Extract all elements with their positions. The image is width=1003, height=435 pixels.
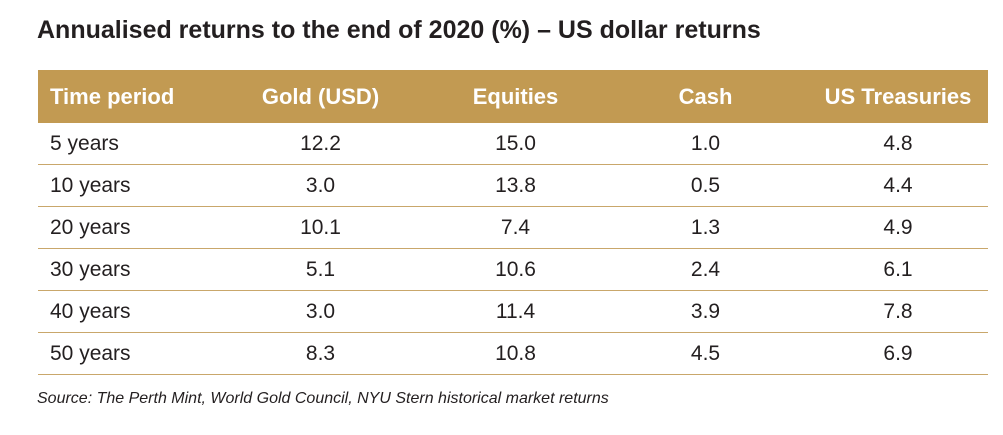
cell-gold: 12.2 (213, 123, 428, 165)
cell-time-period: 5 years (38, 123, 213, 165)
cell-equities: 10.6 (428, 248, 603, 291)
source-note: Source: The Perth Mint, World Gold Counc… (37, 390, 609, 407)
cell-us-treasuries: 4.4 (808, 164, 988, 207)
cell-us-treasuries: 4.8 (808, 123, 988, 165)
cell-time-period: 30 years (38, 248, 213, 291)
table-row: 5 years 12.2 15.0 1.0 4.8 (38, 123, 988, 165)
cell-time-period: 40 years (38, 290, 213, 333)
cell-time-period: 20 years (38, 206, 213, 249)
cell-us-treasuries: 6.1 (808, 248, 988, 291)
table-row: 10 years 3.0 13.8 0.5 4.4 (38, 164, 988, 207)
cell-gold: 5.1 (213, 248, 428, 291)
header-gold: Gold (USD) (213, 70, 428, 123)
cell-equities: 15.0 (428, 123, 603, 165)
cell-cash: 0.5 (603, 164, 808, 207)
cell-cash: 3.9 (603, 290, 808, 333)
cell-equities: 10.8 (428, 332, 603, 375)
cell-gold: 10.1 (213, 206, 428, 249)
cell-cash: 1.0 (603, 123, 808, 165)
cell-cash: 2.4 (603, 248, 808, 291)
header-cash: Cash (603, 70, 808, 123)
cell-equities: 11.4 (428, 290, 603, 333)
header-us-treasuries: US Treasuries (808, 70, 988, 123)
cell-us-treasuries: 4.9 (808, 206, 988, 249)
header-equities: Equities (428, 70, 603, 123)
table-title: Annualised returns to the end of 2020 (%… (37, 16, 761, 44)
table-row: 20 years 10.1 7.4 1.3 4.9 (38, 206, 988, 249)
header-time-period: Time period (38, 70, 213, 123)
cell-gold: 8.3 (213, 332, 428, 375)
cell-us-treasuries: 7.8 (808, 290, 988, 333)
cell-cash: 1.3 (603, 206, 808, 249)
cell-cash: 4.5 (603, 332, 808, 375)
returns-table: Time period Gold (USD) Equities Cash US … (38, 70, 988, 375)
table-row: 50 years 8.3 10.8 4.5 6.9 (38, 332, 988, 375)
cell-time-period: 50 years (38, 332, 213, 375)
table-row: 30 years 5.1 10.6 2.4 6.1 (38, 248, 988, 291)
table-row: 40 years 3.0 11.4 3.9 7.8 (38, 290, 988, 333)
cell-equities: 13.8 (428, 164, 603, 207)
cell-time-period: 10 years (38, 164, 213, 207)
cell-equities: 7.4 (428, 206, 603, 249)
table-header-row: Time period Gold (USD) Equities Cash US … (38, 70, 988, 123)
cell-us-treasuries: 6.9 (808, 332, 988, 375)
cell-gold: 3.0 (213, 290, 428, 333)
cell-gold: 3.0 (213, 164, 428, 207)
